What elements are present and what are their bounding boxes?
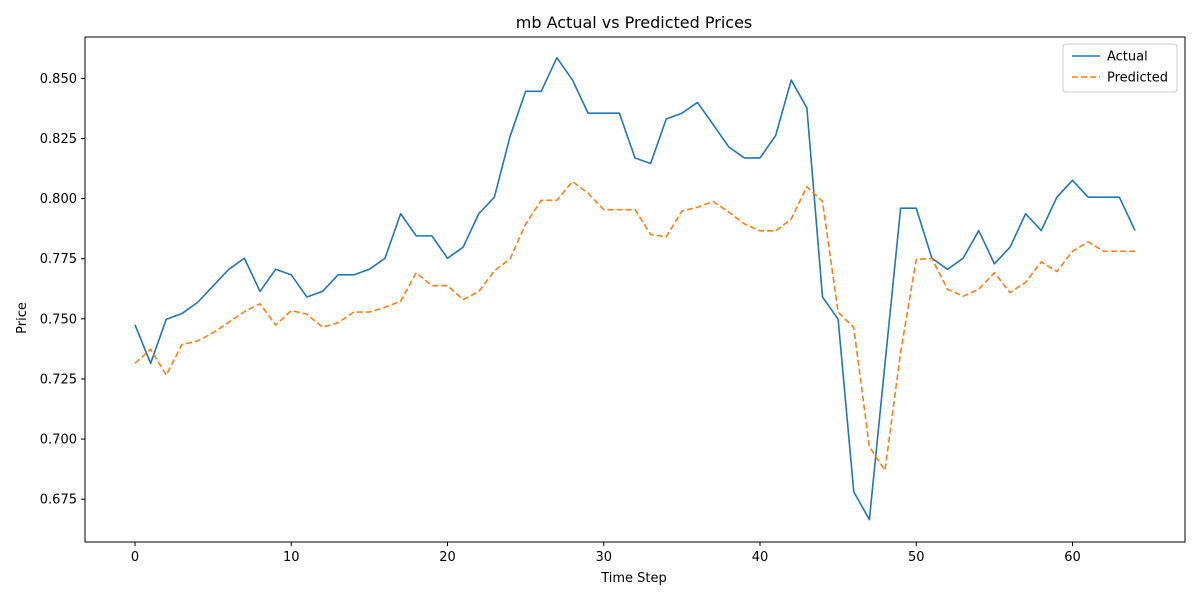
y-axis-label: Price	[15, 302, 30, 334]
chart-title: mb Actual vs Predicted Prices	[516, 13, 753, 32]
x-axis-label: Time Step	[600, 571, 667, 586]
x-tick-label: 60	[1064, 550, 1081, 565]
y-tick-label: 0.700	[40, 433, 77, 448]
x-tick-label: 10	[283, 550, 300, 565]
axes-frame	[84, 36, 1186, 543]
y-tick-label: 0.675	[40, 493, 77, 508]
series-line-actual	[134, 56, 1136, 521]
x-tick-label: 50	[908, 550, 925, 565]
y-tick-label: 0.850	[40, 72, 77, 87]
series-line-predicted	[134, 180, 1135, 472]
y-tick-label: 0.825	[40, 132, 77, 147]
x-tick-label: 0	[131, 550, 139, 565]
plot-area	[84, 36, 1186, 543]
x-tick-label: 40	[752, 550, 769, 565]
legend-label-actual: Actual	[1107, 50, 1148, 65]
legend: Actual Predicted	[1062, 43, 1178, 93]
x-tick-label: 20	[439, 550, 456, 565]
axis-ticks: 0 10 20 30 40 50 60 0.675 0.700 0.725 0.750 0.775 0.…	[40, 72, 1081, 565]
y-tick-label: 0.725	[40, 372, 77, 387]
y-tick-label: 0.775	[40, 252, 77, 267]
x-tick-label: 30	[595, 550, 612, 565]
legend-label-predicted: Predicted	[1107, 71, 1168, 86]
y-tick-label: 0.800	[40, 192, 77, 207]
y-tick-label: 0.750	[40, 312, 77, 327]
